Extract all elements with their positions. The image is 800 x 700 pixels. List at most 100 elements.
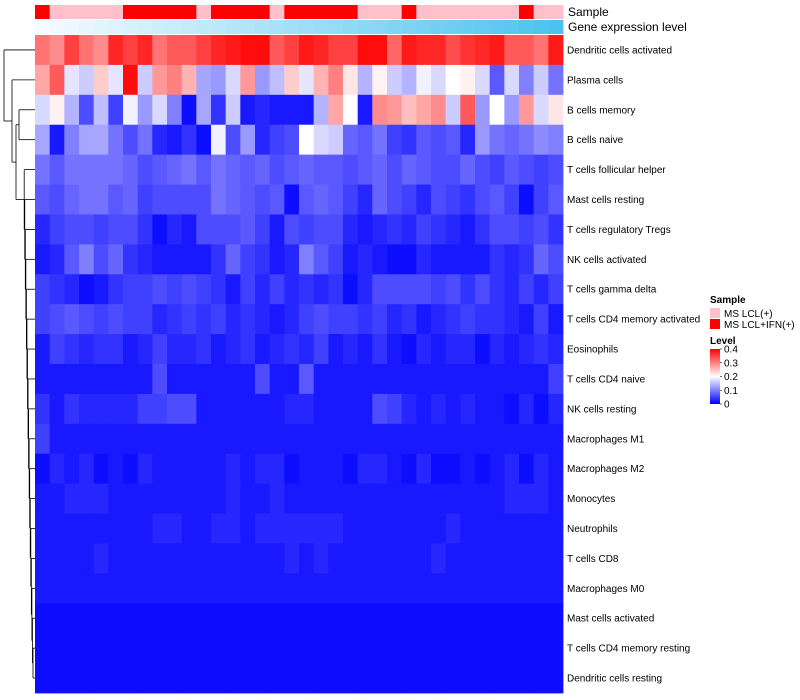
gene-expression-cell	[343, 20, 359, 34]
legend-level-tick-label: 0.3	[724, 358, 738, 369]
heatmap-cell	[548, 663, 564, 694]
heatmap-cell	[328, 334, 344, 365]
heatmap-cell	[357, 633, 373, 664]
heatmap-cell	[519, 603, 535, 634]
heatmap-cell	[49, 573, 65, 604]
heatmap-cell	[519, 423, 535, 455]
heatmap-cell	[445, 184, 461, 215]
heatmap-cell	[387, 543, 403, 574]
heatmap-cell	[533, 393, 549, 425]
heatmap-cell	[533, 603, 549, 634]
heatmap-cell	[431, 453, 447, 485]
heatmap-cell	[299, 543, 315, 574]
heatmap-cell	[240, 94, 256, 126]
heatmap-cell	[35, 393, 51, 425]
heatmap-cell	[79, 214, 95, 245]
heatmap-cell	[445, 663, 461, 694]
heatmap-cell	[431, 184, 447, 215]
heatmap-cell	[401, 124, 417, 156]
row-label: Neutrophils	[567, 524, 618, 535]
heatmap-cell	[328, 513, 344, 544]
heatmap-cell	[357, 124, 373, 156]
heatmap-cell	[240, 214, 256, 245]
heatmap-cell	[372, 453, 388, 485]
heatmap-cell	[313, 244, 329, 275]
heatmap-cell	[269, 214, 285, 245]
heatmap-cell	[548, 94, 564, 126]
heatmap-cell	[181, 603, 197, 634]
heatmap-cell	[299, 603, 315, 634]
legend-swatch-ms-lcl	[710, 308, 720, 318]
heatmap-cell	[401, 513, 417, 544]
heatmap-cell	[240, 334, 256, 365]
heatmap-cell	[313, 94, 329, 126]
heatmap-cell	[475, 334, 491, 365]
heatmap-cell	[401, 603, 417, 634]
heatmap-cell	[64, 573, 80, 604]
heatmap-cell	[181, 364, 197, 395]
heatmap-cell	[49, 35, 65, 66]
heatmap-cell	[123, 94, 139, 126]
heatmap-cell	[431, 124, 447, 156]
heatmap-cell	[533, 64, 549, 96]
heatmap-cell	[387, 94, 403, 126]
heatmap-cell	[460, 483, 476, 514]
heatmap-cell	[137, 393, 153, 425]
heatmap-cell	[225, 573, 241, 604]
sample-cell	[284, 5, 300, 19]
heatmap-cell	[196, 274, 212, 305]
heatmap-cell	[343, 513, 359, 544]
heatmap-cell	[49, 483, 65, 514]
heatmap-cell	[372, 274, 388, 305]
heatmap-cell	[445, 274, 461, 305]
heatmap-cell	[269, 603, 285, 634]
heatmap-cell	[299, 663, 315, 694]
heatmap-cell	[137, 154, 153, 185]
heatmap-cell	[108, 364, 124, 395]
heatmap-cell	[269, 334, 285, 365]
heatmap-cell	[196, 663, 212, 694]
heatmap-cell	[255, 94, 271, 126]
heatmap-cell	[343, 35, 359, 66]
heatmap-cell	[504, 244, 520, 275]
heatmap-cell	[196, 154, 212, 185]
heatmap-cell	[313, 543, 329, 574]
heatmap-cell	[460, 334, 476, 365]
heatmap-cell	[196, 573, 212, 604]
heatmap-cell	[93, 154, 109, 185]
heatmap-cell	[489, 304, 505, 335]
heatmap-cell	[211, 64, 227, 96]
heatmap-cell	[269, 633, 285, 664]
heatmap-cell	[35, 94, 51, 126]
heatmap-cell	[328, 633, 344, 664]
heatmap-cell	[519, 513, 535, 544]
heatmap-cell	[357, 304, 373, 335]
heatmap-cell	[108, 304, 124, 335]
heatmap-cell	[196, 423, 212, 455]
heatmap-cell	[489, 603, 505, 634]
heatmap-cell	[431, 483, 447, 514]
heatmap-cell	[313, 393, 329, 425]
heatmap-cell	[167, 274, 183, 305]
heatmap-cell	[299, 334, 315, 365]
heatmap-cell	[431, 513, 447, 544]
heatmap-cell	[431, 663, 447, 694]
heatmap-cell	[445, 364, 461, 395]
heatmap-cell	[548, 334, 564, 365]
heatmap-cell	[533, 334, 549, 365]
heatmap-cell	[343, 184, 359, 215]
heatmap-cell	[431, 274, 447, 305]
gene-expression-cell	[504, 20, 520, 34]
heatmap-cell	[255, 483, 271, 514]
row-label: T cells regulatory Tregs	[567, 225, 671, 236]
heatmap-cell	[152, 214, 168, 245]
heatmap-cell	[416, 304, 432, 335]
heatmap-cell	[93, 244, 109, 275]
heatmap-cell	[64, 244, 80, 275]
heatmap-cell	[211, 633, 227, 664]
heatmap-cell	[284, 244, 300, 275]
heatmap-cell	[475, 304, 491, 335]
heatmap-cell	[181, 35, 197, 66]
heatmap-cell	[225, 94, 241, 126]
heatmap-cell	[167, 124, 183, 156]
